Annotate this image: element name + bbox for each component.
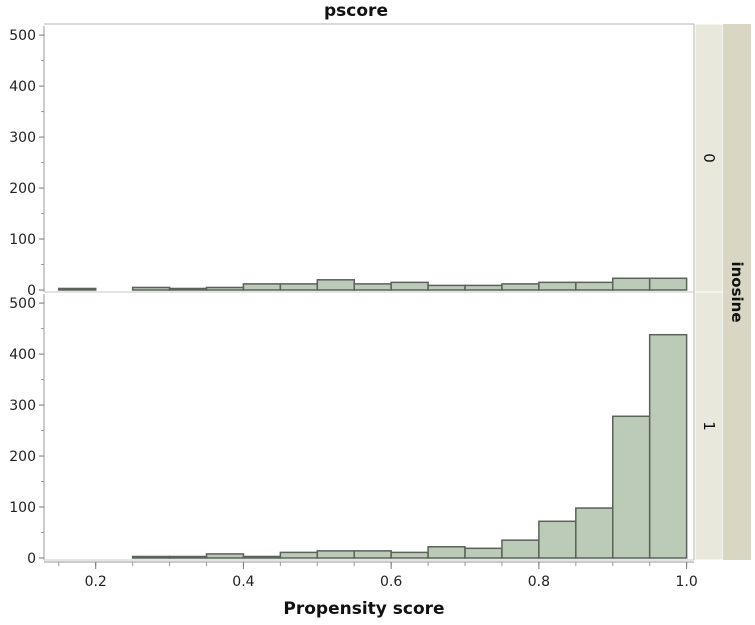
y-tick-label: 100 — [9, 500, 36, 516]
group-label: inosine — [728, 261, 746, 322]
histogram-bar — [168, 287, 208, 291]
histogram-bar — [427, 284, 466, 291]
histogram-bar — [242, 555, 282, 559]
y-tick-label: 500 — [9, 28, 36, 44]
x-tick-label: 0.4 — [232, 574, 254, 590]
histogram-bar — [205, 553, 245, 559]
y-tick-label: 200 — [9, 181, 36, 197]
x-axis-label: Propensity score — [283, 599, 444, 619]
x-tick-label: 0.6 — [380, 574, 402, 590]
histogram-bar — [501, 283, 540, 291]
histogram-bar — [316, 279, 355, 291]
y-tick-label: 0 — [27, 283, 36, 299]
y-tick-label: 400 — [9, 347, 36, 363]
histogram-bar — [575, 507, 614, 559]
histogram-bar — [612, 415, 651, 559]
histogram-bar — [464, 284, 503, 291]
histogram-bar — [316, 550, 355, 559]
x-tick-label: 1.0 — [675, 574, 697, 590]
x-axis: 0.2 0.4 0.6 0.8 1.0 — [44, 561, 698, 590]
panel-strip — [694, 291, 724, 561]
y-tick-label: 300 — [9, 130, 36, 146]
histogram-bar — [131, 286, 171, 291]
histogram-bar — [612, 277, 651, 291]
histogram-bar — [205, 286, 245, 291]
y-tick-label: 0 — [27, 551, 36, 567]
histogram-bar — [390, 281, 429, 291]
group-strip: inosine — [723, 24, 751, 560]
panel-strip — [694, 23, 724, 293]
panel-1: 0 100 200 300 400 500 1 — [9, 291, 724, 567]
histogram-bar — [648, 333, 688, 559]
histogram-bar — [168, 555, 208, 559]
histogram-bar — [538, 281, 577, 291]
histogram-bar — [353, 283, 392, 291]
histogram-bar — [279, 283, 319, 291]
group-strip-bg — [723, 24, 751, 560]
panel-strip-label: 0 — [700, 153, 718, 163]
y-tick-label: 500 — [9, 296, 36, 312]
histogram-bar — [464, 547, 503, 559]
y-tick-label: 300 — [9, 398, 36, 414]
histogram-bar — [279, 551, 319, 559]
chart-title: pscore — [324, 1, 388, 21]
histogram-bar — [427, 546, 466, 559]
panel-0: 0 100 200 300 400 500 0 — [9, 23, 724, 299]
histogram-bar — [538, 520, 577, 559]
y-tick-label: 400 — [9, 79, 36, 95]
histogram-bar — [242, 283, 282, 291]
x-tick-label: 0.8 — [528, 574, 550, 590]
y-tick-label: 200 — [9, 449, 36, 465]
histogram-bar — [353, 550, 392, 559]
histogram-bar — [131, 555, 171, 559]
histogram-bar — [575, 281, 614, 291]
panel-strip-label: 1 — [700, 421, 718, 431]
histogram-bar — [648, 277, 688, 291]
x-tick-label: 0.2 — [85, 574, 107, 590]
histogram-bar — [58, 287, 97, 291]
histogram-bar — [390, 551, 429, 559]
y-tick-label: 100 — [9, 232, 36, 248]
histogram-bar — [501, 539, 540, 559]
